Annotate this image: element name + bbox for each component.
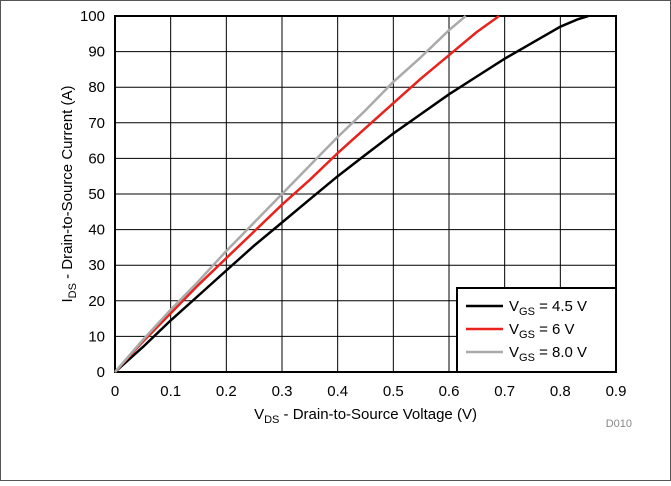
x-tick-label: 0.2 [216, 383, 237, 400]
x-tick-label: 0.9 [606, 383, 627, 400]
legend-label: VGS = 4.5 V [509, 298, 587, 318]
x-tick-label: 0.1 [160, 383, 181, 400]
series-line-3 [114, 15, 467, 373]
y-tick-label: 60 [88, 150, 105, 167]
x-tick-label: 0.4 [327, 383, 348, 400]
y-tick-label: 50 [88, 186, 105, 203]
x-tick-label: 0.6 [439, 383, 460, 400]
legend-label: VGS = 8.0 V [509, 344, 587, 364]
y-tick-label: 10 [88, 328, 105, 345]
series-line-1 [114, 14, 589, 373]
y-tick-label: 40 [88, 222, 105, 239]
x-tick-label: 0.5 [383, 383, 404, 400]
y-axis-label: IDS - Drain-to-Source Current (A) [59, 85, 79, 302]
y-tick-label: 20 [88, 293, 105, 310]
y-tick-label: 90 [88, 44, 105, 61]
legend-label: VGS = 6 V [509, 321, 575, 341]
plot-area-frame [114, 15, 617, 373]
x-tick-label: 0 [111, 383, 119, 400]
series-line-2 [114, 14, 500, 373]
x-axis-label: VDS - Drain-to-Source Voltage (V) [254, 406, 477, 426]
y-tick-label: 80 [88, 79, 105, 96]
y-tick-label: 0 [97, 364, 105, 381]
figure-id-label: D010 [606, 418, 632, 430]
tick-labels: 0 0.1 0.2 0.3 0.4 0.5 0.6 0.7 0.8 0.9 0 10 20 30 40 50 6… [80, 8, 626, 400]
x-tick-label: 0.8 [550, 383, 571, 400]
y-tick-label: 100 [80, 8, 105, 25]
x-tick-label: 0.7 [494, 383, 515, 400]
x-tick-label: 0.3 [272, 383, 293, 400]
y-tick-label: 70 [88, 115, 105, 132]
y-tick-label: 30 [88, 257, 105, 274]
series-group [114, 14, 589, 373]
legend: VGS = 4.5 V VGS = 6 V VGS = 8.0 V [456, 287, 617, 373]
